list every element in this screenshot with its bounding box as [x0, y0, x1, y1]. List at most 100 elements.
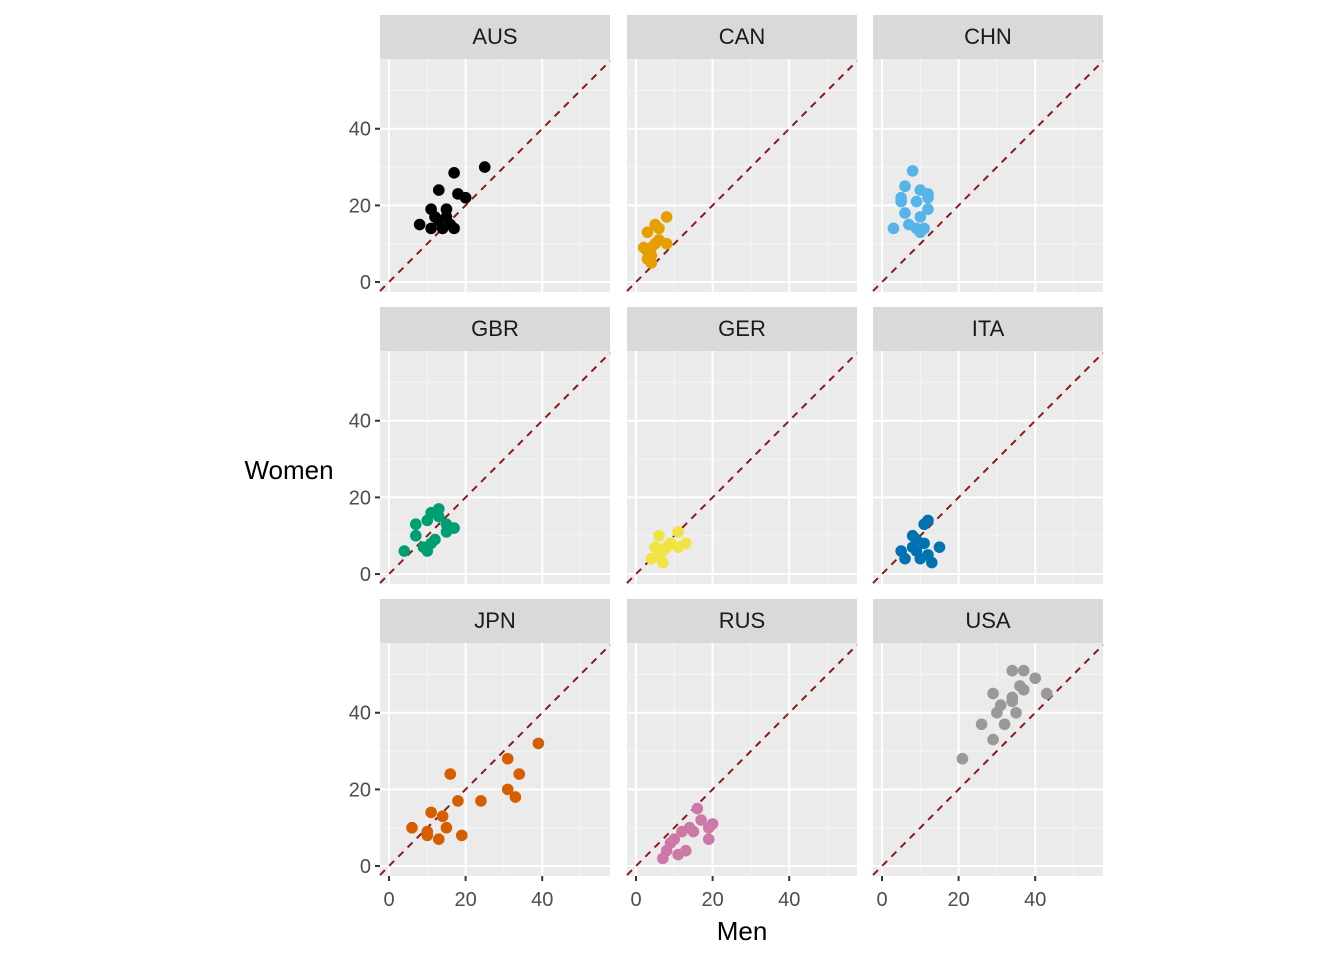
- data-point: [910, 545, 923, 557]
- panel-background: [627, 643, 857, 876]
- data-point: [444, 768, 457, 780]
- panel-background: [380, 59, 610, 292]
- data-point: [987, 687, 999, 700]
- data-point: [899, 552, 911, 565]
- data-point: [887, 222, 900, 235]
- data-point: [513, 768, 526, 780]
- panel-background: [627, 59, 857, 292]
- facet-panel-jpn: JPN 0 20 40 0 20 40: [349, 599, 611, 911]
- facet-panel-rus: RUS 0 20 40: [626, 599, 858, 911]
- facet-panel-aus: AUS 0 20 40: [349, 15, 611, 294]
- data-point: [687, 825, 700, 838]
- data-point: [676, 825, 688, 838]
- data-point: [641, 226, 654, 239]
- data-point: [922, 191, 934, 204]
- facet-strip-label: GBR: [471, 316, 519, 341]
- y-tick-label: 0: [360, 856, 371, 878]
- data-point: [906, 165, 919, 177]
- data-point: [429, 211, 441, 223]
- facet-strip: [627, 307, 857, 351]
- data-point: [410, 518, 422, 531]
- facet-panel-ger: GER: [626, 307, 858, 584]
- data-point: [1040, 687, 1053, 700]
- panel-background: [873, 59, 1103, 292]
- x-axis-label: Men: [717, 916, 768, 946]
- reference-line-y-equals-x: [626, 60, 858, 292]
- facet-strip: [380, 307, 610, 351]
- x-tick-label: 20: [454, 889, 476, 911]
- x-tick-label: 40: [531, 889, 553, 911]
- facet-panel-usa: USA 0 20 40: [872, 599, 1104, 911]
- data-point: [987, 733, 999, 746]
- data-point: [425, 806, 437, 819]
- facet-strip-label: RUS: [719, 608, 765, 633]
- data-point: [440, 821, 453, 834]
- data-point: [918, 537, 930, 550]
- facet-strip: [627, 599, 857, 643]
- data-point: [899, 207, 911, 219]
- panel-background: [873, 643, 1103, 876]
- data-point: [1017, 683, 1030, 696]
- data-point: [509, 791, 522, 803]
- data-point: [425, 222, 437, 235]
- data-point: [478, 161, 491, 173]
- data-point: [532, 737, 545, 750]
- data-point: [672, 526, 684, 538]
- facet-panels: AUS 0 20 40 CAN CHN GBR 0 20 40 GER ITA JPN 0 20 40 0 20 4…: [349, 15, 1104, 911]
- data-point: [440, 518, 453, 531]
- facet-strip-label: ITA: [972, 316, 1005, 341]
- reference-line-y-equals-x: [379, 644, 611, 876]
- data-point: [998, 718, 1011, 731]
- facet-strip: [627, 15, 857, 59]
- x-tick-label: 40: [778, 889, 800, 911]
- data-point: [413, 218, 426, 231]
- facet-strip-label: USA: [965, 608, 1011, 633]
- data-point: [448, 167, 460, 179]
- data-point: [452, 795, 464, 807]
- data-point: [910, 195, 923, 208]
- data-point: [455, 829, 468, 842]
- data-point: [425, 537, 437, 550]
- facet-strip: [380, 599, 610, 643]
- reference-line-y-equals-x: [872, 644, 1104, 876]
- x-tick-label: 40: [1024, 889, 1046, 911]
- data-point: [432, 833, 445, 846]
- data-point: [1029, 672, 1042, 685]
- data-point: [668, 833, 681, 846]
- panel-background: [380, 351, 610, 584]
- y-tick-label: 40: [349, 119, 371, 141]
- y-tick-label: 20: [349, 195, 371, 217]
- data-point: [398, 545, 411, 557]
- y-tick-label: 0: [360, 564, 371, 586]
- data-point: [660, 541, 673, 554]
- data-point: [695, 814, 707, 826]
- facet-strip: [873, 15, 1103, 59]
- facet-panel-ita: ITA: [872, 307, 1104, 584]
- data-point: [914, 211, 927, 223]
- reference-line-y-equals-x: [379, 60, 611, 292]
- data-point: [436, 222, 449, 235]
- facet-panel-can: CAN: [626, 15, 858, 292]
- data-point: [501, 752, 514, 765]
- panel-background: [380, 643, 610, 876]
- facet-strip: [873, 599, 1103, 643]
- data-point: [653, 549, 665, 561]
- data-point: [922, 549, 934, 561]
- y-axis-label: Women: [244, 455, 333, 485]
- data-point: [432, 184, 445, 196]
- y-tick-label: 40: [349, 703, 371, 725]
- data-point: [702, 833, 715, 846]
- data-point: [406, 821, 418, 834]
- y-tick-label: 40: [349, 411, 371, 433]
- data-point: [645, 257, 658, 269]
- data-point: [1006, 664, 1019, 677]
- data-point: [1006, 695, 1019, 708]
- y-tick-label: 0: [360, 272, 371, 294]
- data-point: [895, 195, 907, 208]
- x-tick-label: 0: [876, 889, 887, 911]
- data-point: [410, 529, 422, 542]
- y-tick-label: 20: [349, 779, 371, 801]
- data-point: [918, 518, 930, 531]
- data-point: [432, 510, 445, 523]
- facet-strip-label: CAN: [719, 24, 765, 49]
